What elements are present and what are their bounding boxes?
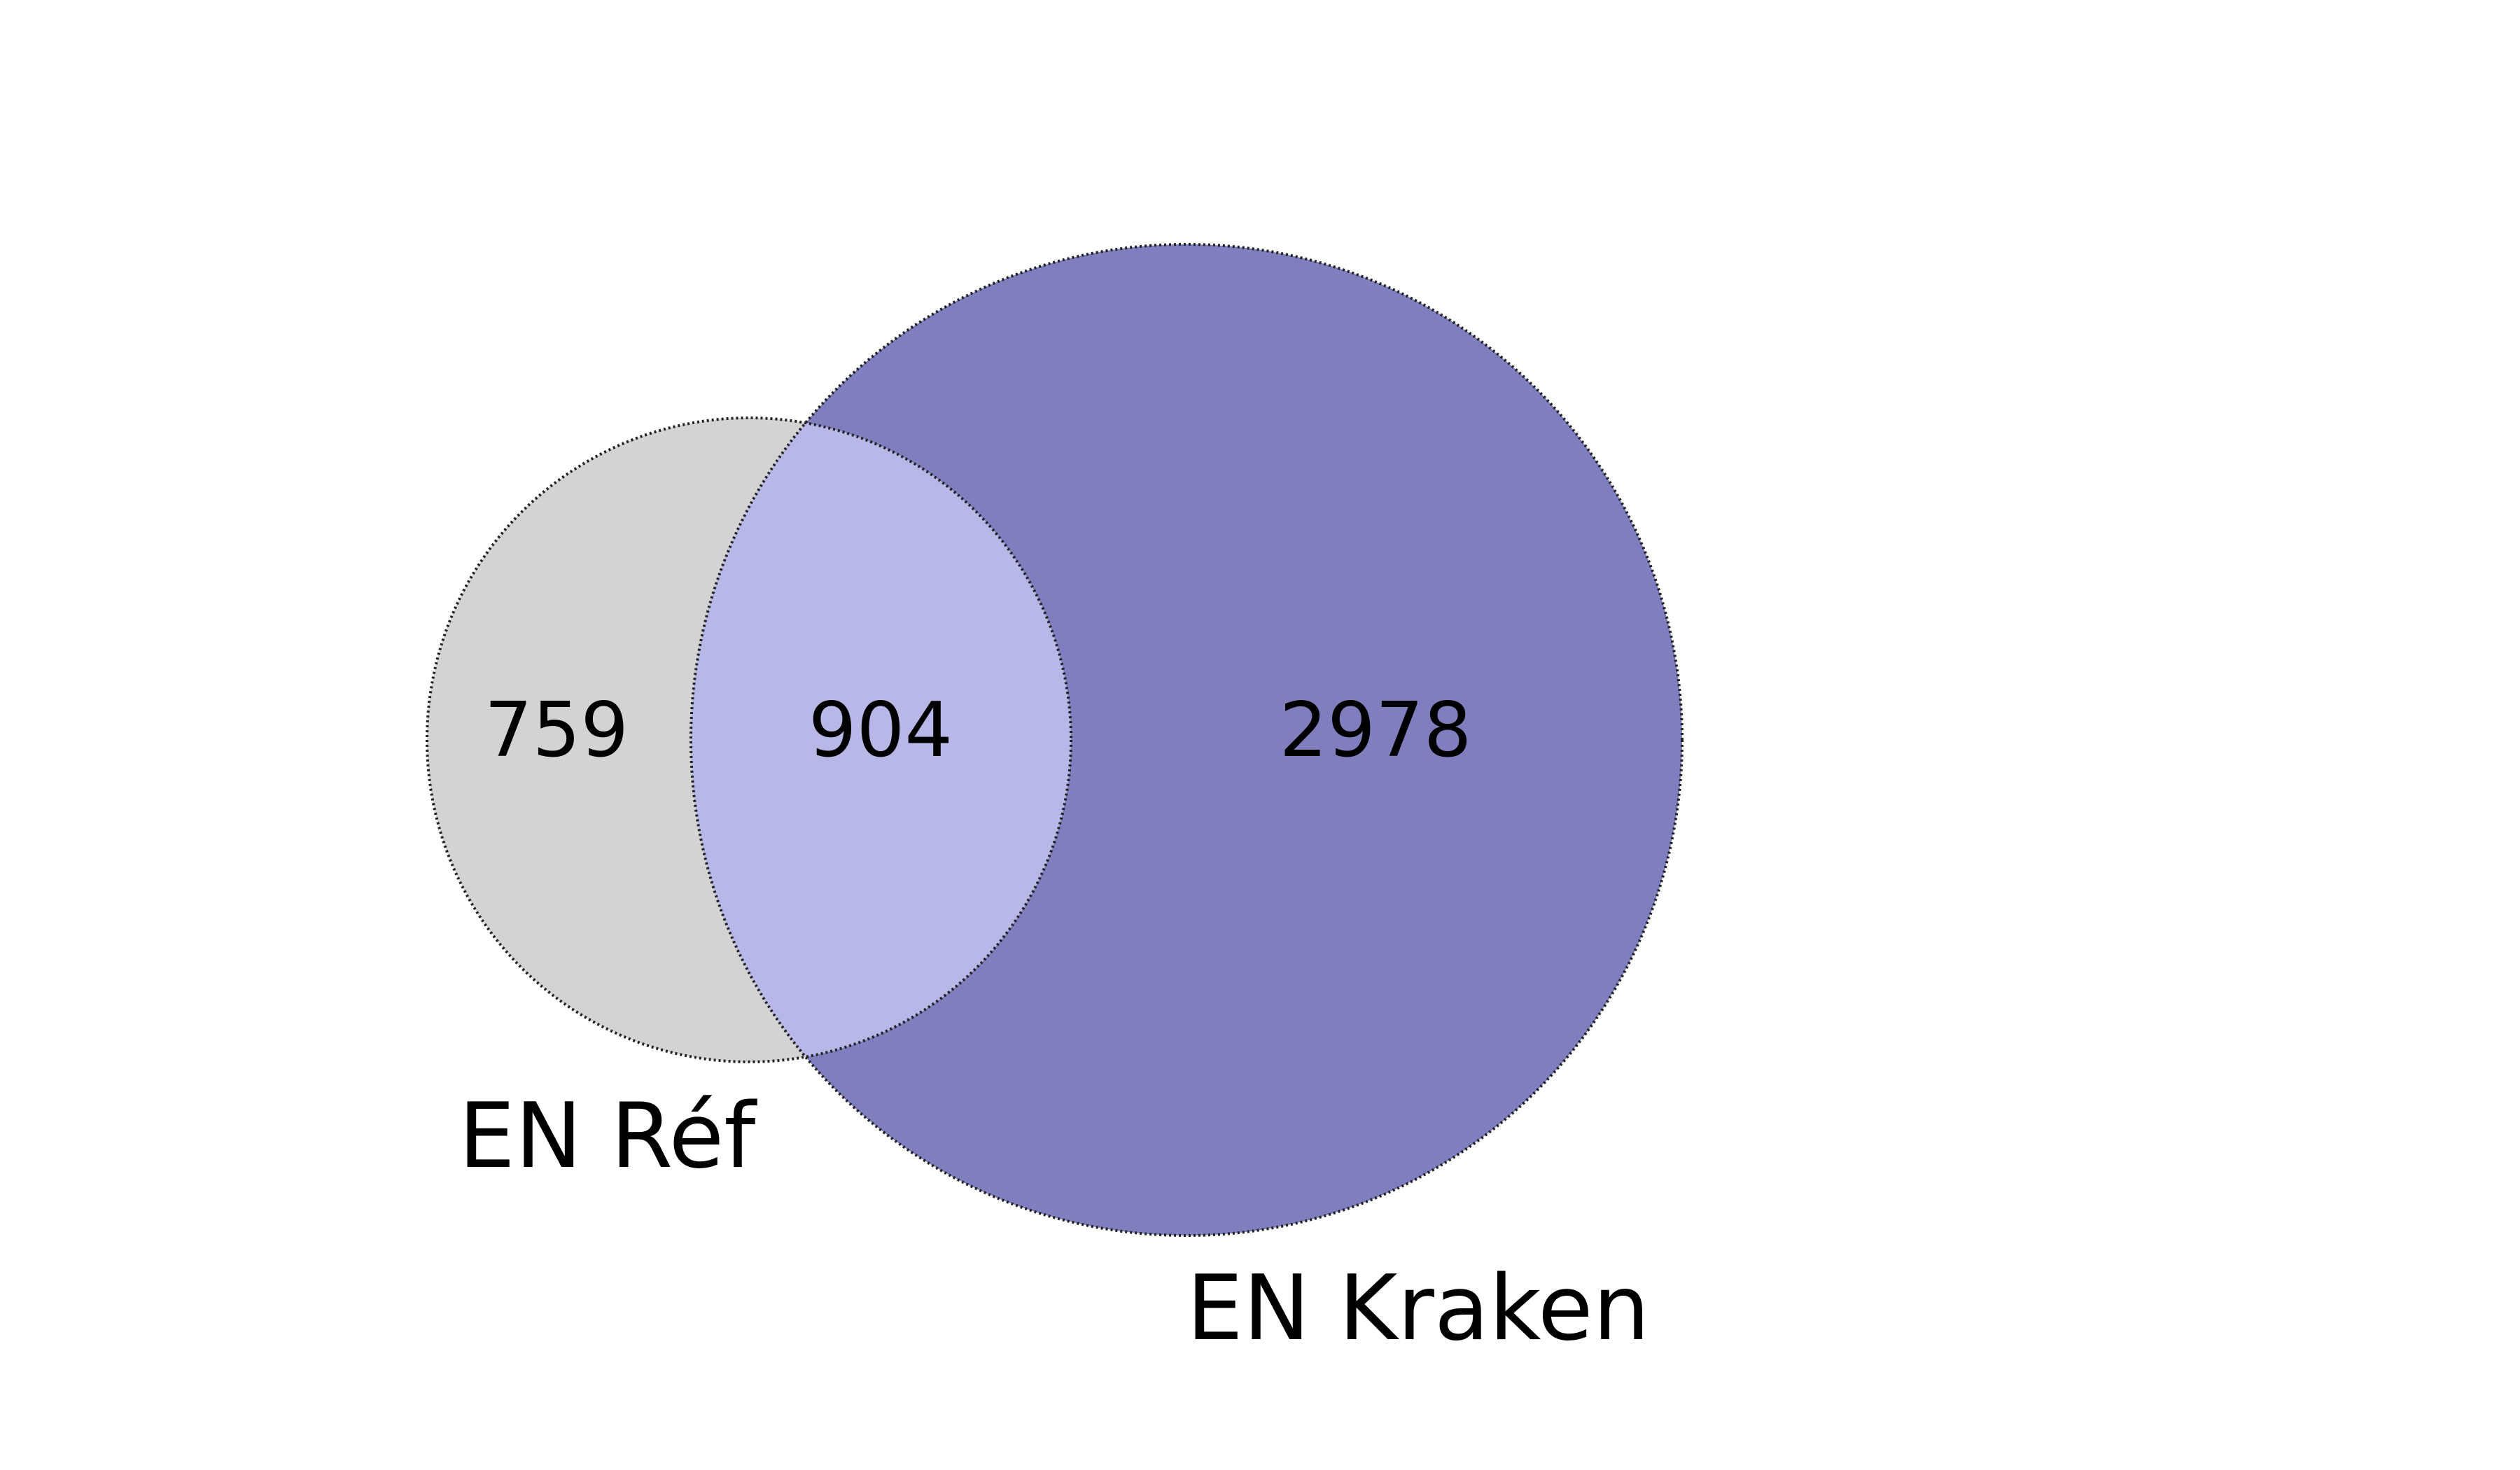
set-outline-kraken [690, 243, 1684, 1237]
region-count-intersection: 904 [808, 687, 953, 774]
region-count-kraken-only: 2978 [1280, 687, 1472, 774]
set-label-kraken: EN Kraken [1186, 1256, 1650, 1361]
region-count-ref-only: 759 [484, 687, 629, 774]
set-label-ref: EN Réf [458, 1084, 757, 1189]
set-outline-ref [426, 416, 1072, 1063]
intersection-region [691, 418, 1071, 1062]
